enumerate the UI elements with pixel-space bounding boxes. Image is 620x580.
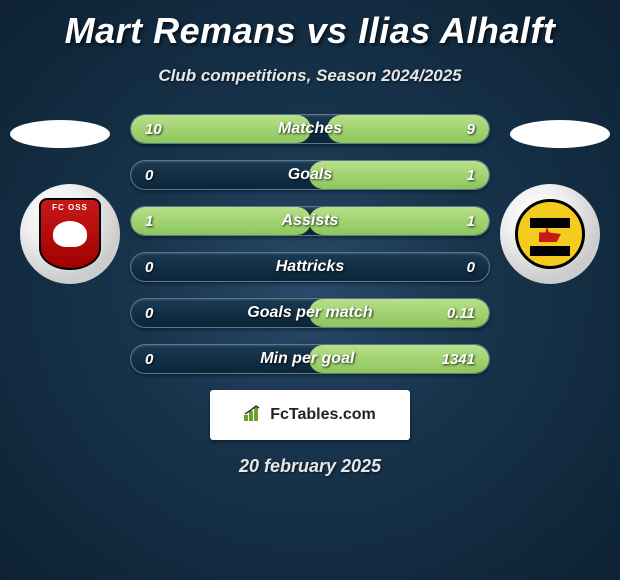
date-label: 20 february 2025	[0, 456, 620, 477]
stat-row: 0Hattricks0	[130, 252, 490, 282]
stat-left-value: 0	[145, 305, 173, 322]
stat-left-value: 0	[145, 259, 173, 276]
stat-left-value: 0	[145, 351, 173, 368]
attribution-box: FcTables.com	[210, 390, 410, 440]
fctables-logo-icon	[244, 405, 264, 426]
comparison-chart: FC OSS 10Matches90Goals11Assists10Hattri…	[0, 114, 620, 374]
stat-right-value: 9	[447, 121, 475, 138]
spotlight-left	[10, 120, 110, 148]
stat-bars: 10Matches90Goals11Assists10Hattricks00Go…	[130, 114, 490, 374]
bar-text: 0Goals1	[131, 166, 489, 184]
stat-right-value: 0	[447, 259, 475, 276]
fc-oss-crest-icon: FC OSS	[39, 198, 101, 270]
club-left-short: FC OSS	[52, 203, 88, 212]
stat-left-value: 0	[145, 167, 173, 184]
bar-text: 10Matches9	[131, 120, 489, 138]
club-badge-left: FC OSS	[20, 184, 120, 284]
stat-row: 0Min per goal1341	[130, 344, 490, 374]
bar-text: 0Min per goal1341	[131, 350, 489, 368]
spotlight-right	[510, 120, 610, 148]
bar-text: 0Hattricks0	[131, 258, 489, 276]
stat-label: Min per goal	[173, 350, 442, 368]
bar-text: 0Goals per match0.11	[131, 304, 489, 322]
stat-row: 1Assists1	[130, 206, 490, 236]
stat-label: Assists	[173, 212, 447, 230]
stat-row: 10Matches9	[130, 114, 490, 144]
stat-row: 0Goals per match0.11	[130, 298, 490, 328]
stat-row: 0Goals1	[130, 160, 490, 190]
stat-label: Hattricks	[173, 258, 447, 276]
stat-label: Goals per match	[173, 304, 447, 322]
stat-label: Matches	[173, 120, 447, 138]
page-title: Mart Remans vs Ilias Alhalft	[0, 0, 620, 52]
subtitle: Club competitions, Season 2024/2025	[0, 66, 620, 86]
sc-cambuur-crest-icon	[515, 199, 585, 269]
stat-left-value: 1	[145, 213, 173, 230]
stat-label: Goals	[173, 166, 447, 184]
bar-text: 1Assists1	[131, 212, 489, 230]
stat-right-value: 1	[447, 167, 475, 184]
stat-right-value: 1341	[442, 351, 475, 368]
stat-right-value: 1	[447, 213, 475, 230]
attribution-label: FcTables.com	[270, 406, 376, 424]
club-badge-right	[500, 184, 600, 284]
stat-left-value: 10	[145, 121, 173, 138]
stat-right-value: 0.11	[447, 305, 475, 322]
